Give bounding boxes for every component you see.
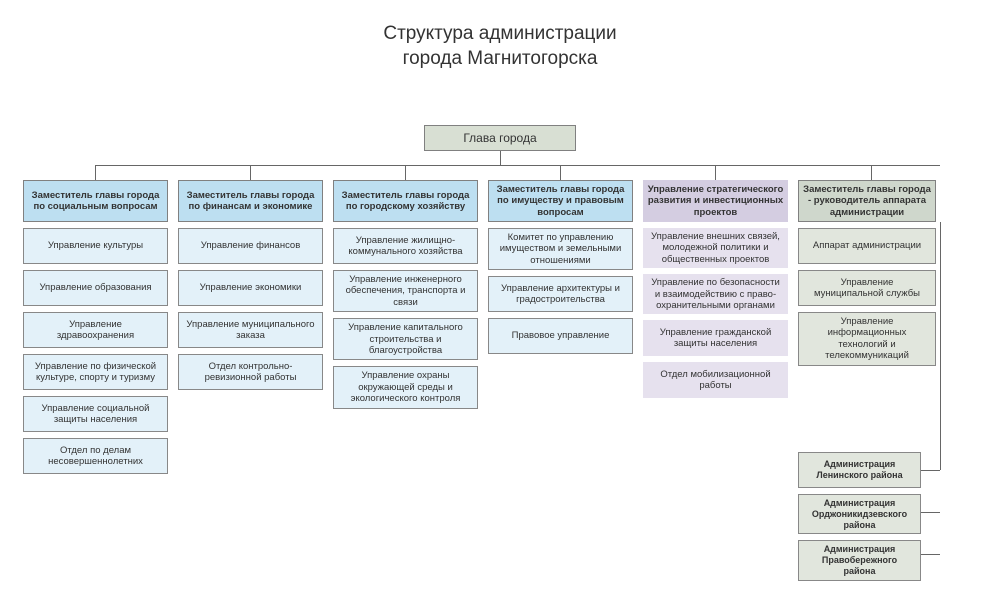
column-head: Заместитель главы города - руководитель … (798, 180, 936, 222)
dept-box: Управление образования (23, 270, 168, 306)
dept-box: Управление финансов (178, 228, 323, 264)
districts-group: Администрация Ленинского района Админист… (798, 452, 921, 587)
connector (715, 166, 716, 180)
dept-box: Управление внешних связей, молодежной по… (643, 228, 788, 268)
column-head: Заместитель главы города по социальным в… (23, 180, 168, 222)
column-head: Управление стратегического развития и ин… (643, 180, 788, 222)
connector (500, 151, 501, 165)
root-node: Глава города (424, 125, 576, 151)
dept-box: Управление информационных технологий и т… (798, 312, 936, 366)
dept-box: Отдел мобилизационной работы (643, 362, 788, 398)
connector (95, 165, 940, 166)
dept-box: Управление культуры (23, 228, 168, 264)
dept-box: Управление архитектуры и градостроительс… (488, 276, 633, 312)
connector (405, 166, 406, 180)
column-strategy: Управление стратегического развития и ин… (643, 180, 788, 404)
dept-box: Правовое управление (488, 318, 633, 354)
column-social: Заместитель главы города по социальным в… (23, 180, 168, 480)
connector (250, 166, 251, 180)
connector (560, 166, 561, 180)
column-head: Заместитель главы города по финансам и э… (178, 180, 323, 222)
connector (871, 166, 872, 180)
chart-title: Структура администрации города Магнитого… (0, 0, 1000, 71)
dept-box: Управление гражданской защиты населения (643, 320, 788, 356)
dept-box: Управление по безопасности и взаимодейст… (643, 274, 788, 314)
connector (921, 512, 940, 513)
dept-box: Управление экономики (178, 270, 323, 306)
dept-box: Управление здравоохранения (23, 312, 168, 348)
column-property: Заместитель главы города по имуществу и … (488, 180, 633, 360)
connector (95, 166, 96, 180)
dept-box: Управление муниципальной службы (798, 270, 936, 306)
title-line-1: Структура администрации (0, 22, 1000, 47)
dept-box: Управление муниципального заказа (178, 312, 323, 348)
column-head: Заместитель главы города по имуществу и … (488, 180, 633, 222)
connector (921, 554, 940, 555)
column-apparatus: Заместитель главы города - руководитель … (798, 180, 936, 372)
dept-box: Управление по физической культуре, спорт… (23, 354, 168, 390)
dept-box: Комитет по управлению имуществом и земел… (488, 228, 633, 270)
dept-box: Отдел контрольно-ревизионной работы (178, 354, 323, 390)
dept-box: Управление капитального строительства и … (333, 318, 478, 360)
column-head: Заместитель главы города по городскому х… (333, 180, 478, 222)
dept-box: Управление охраны окружающей среды и эко… (333, 366, 478, 408)
district-box: Администрация Правобережного района (798, 540, 921, 580)
title-line-2: города Магнитогорска (0, 47, 1000, 72)
column-finance: Заместитель главы города по финансам и э… (178, 180, 323, 396)
district-box: Администрация Ленинского района (798, 452, 921, 488)
dept-box: Отдел по делам несовершеннолетних (23, 438, 168, 474)
dept-box: Управление жилищно-коммунального хозяйст… (333, 228, 478, 264)
dept-box: Аппарат администрации (798, 228, 936, 264)
connector (940, 222, 941, 470)
dept-box: Управление инженерного обеспечения, тран… (333, 270, 478, 312)
connector (921, 470, 940, 471)
dept-box: Управление социальной защиты населения (23, 396, 168, 432)
column-municipal: Заместитель главы города по городскому х… (333, 180, 478, 415)
district-box: Администрация Орджоникидзевского района (798, 494, 921, 534)
